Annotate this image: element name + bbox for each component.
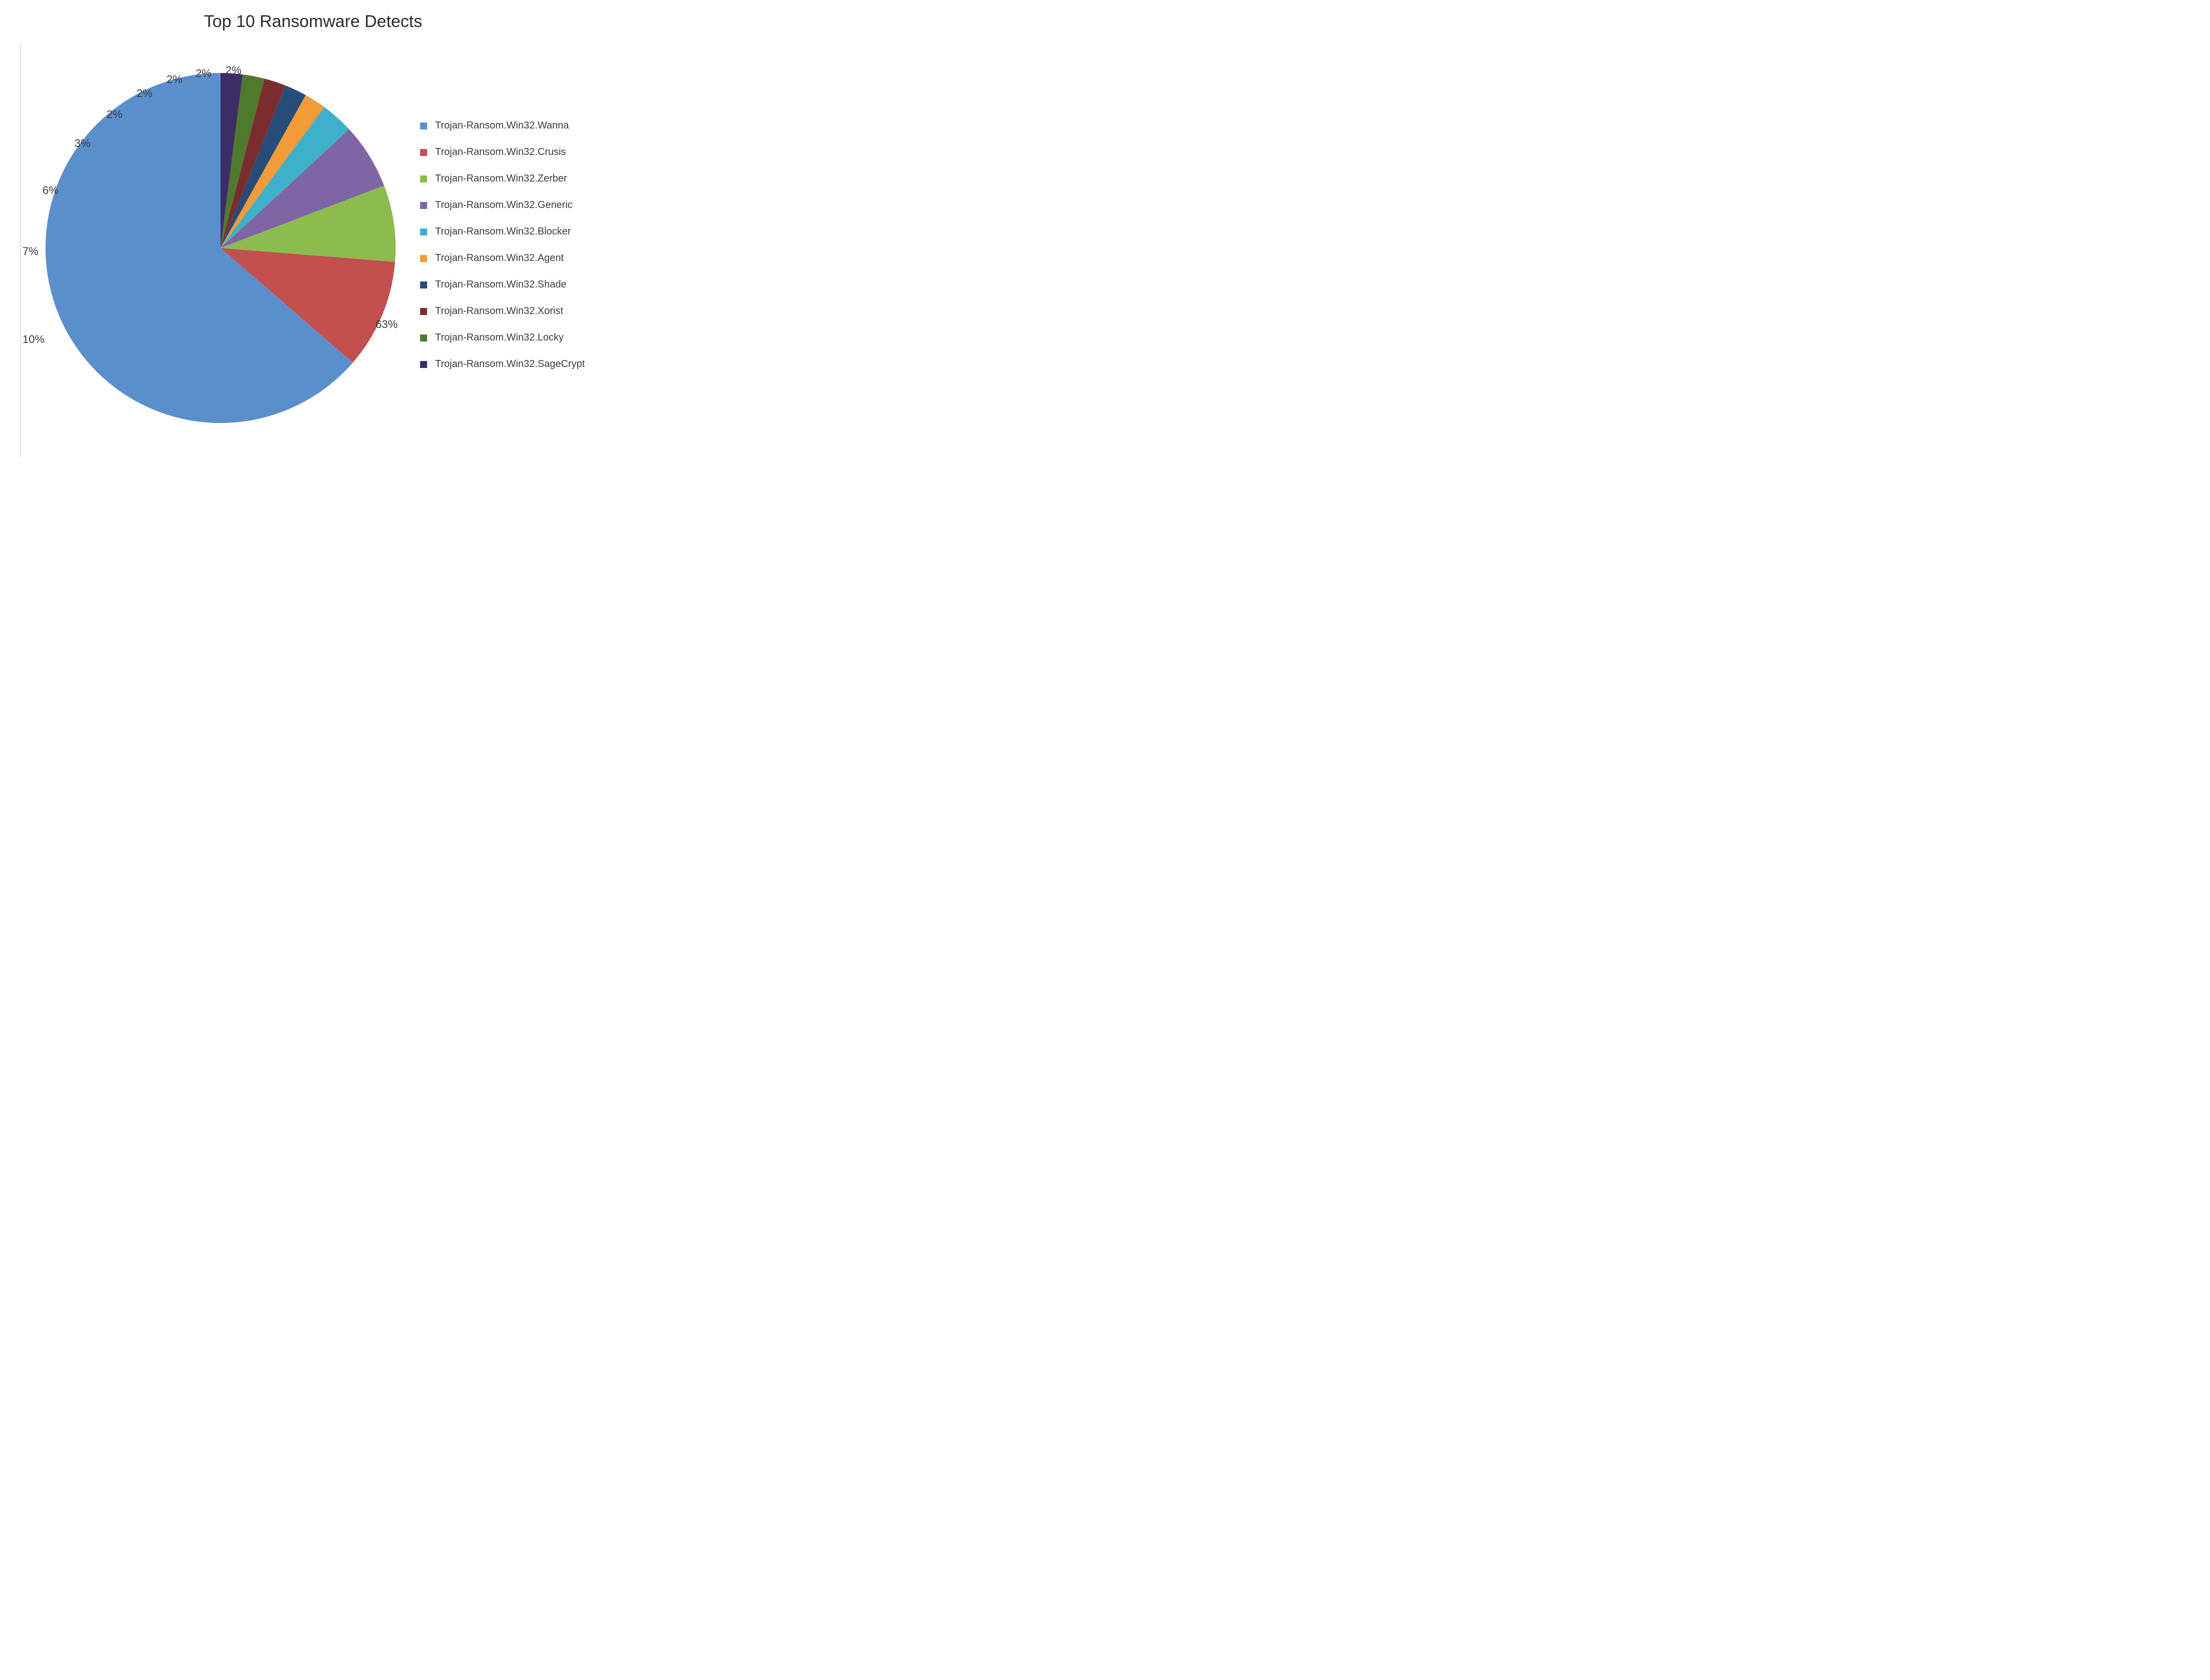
legend-swatch [420, 202, 427, 209]
slice-percent-label: 63% [376, 318, 398, 331]
legend-label: Trojan-Ransom.Win32.Crusis [435, 146, 566, 158]
legend-item: Trojan-Ransom.Win32.Zerber [420, 173, 620, 184]
legend-swatch [420, 282, 427, 288]
slice-percent-label: 2% [107, 108, 123, 121]
legend-label: Trojan-Ransom.Win32.Xorist [435, 306, 563, 317]
chart-title: Top 10 Ransomware Detects [0, 12, 626, 32]
slice-percent-label: 6% [43, 184, 59, 197]
legend-swatch [420, 334, 427, 342]
slice-percent-label: 7% [23, 245, 39, 258]
legend: Trojan-Ransom.Win32.Wanna Trojan-Ransom.W… [420, 120, 620, 385]
legend-label: Trojan-Ransom.Win32.Shade [435, 279, 567, 290]
legend-item: Trojan-Ransom.Win32.Blocker [420, 226, 620, 238]
legend-swatch [420, 176, 427, 182]
slice-percent-label: 2% [226, 64, 242, 77]
pie-svg [46, 63, 396, 443]
legend-item: Trojan-Ransom.Win32.Xorist [420, 306, 620, 317]
pie-chart: Top 10 Ransomware Detects 63% 10% 7% 6% 3% 2%… [0, 0, 626, 476]
legend-label: Trojan-Ransom.Win32.Zerber [435, 173, 567, 184]
slice-percent-label: 10% [23, 333, 45, 346]
slice-percent-label: 2% [137, 87, 153, 100]
slice-percent-label: 2% [167, 73, 183, 86]
legend-swatch [420, 255, 427, 262]
legend-item: Trojan-Ransom.Win32.SageCrypt [420, 358, 620, 370]
legend-swatch [420, 149, 427, 156]
legend-label: Trojan-Ransom.Win32.Blocker [435, 226, 571, 238]
legend-item: Trojan-Ransom.Win32.Generic [420, 200, 620, 211]
legend-item: Trojan-Ransom.Win32.Wanna [420, 120, 620, 132]
legend-swatch [420, 308, 427, 315]
pie-plot-area: 63% 10% 7% 6% 3% 2% 2% 2% 2% 2% [20, 43, 406, 458]
legend-label: Trojan-Ransom.Win32.Agent [435, 252, 564, 264]
slice-percent-label: 2% [196, 67, 212, 80]
legend-item: Trojan-Ransom.Win32.Crusis [420, 146, 620, 158]
legend-swatch [420, 361, 427, 368]
legend-item: Trojan-Ransom.Win32.Locky [420, 332, 620, 344]
legend-item: Trojan-Ransom.Win32.Shade [420, 279, 620, 290]
legend-swatch [420, 228, 427, 236]
legend-label: Trojan-Ransom.Win32.Generic [435, 200, 573, 211]
slice-percent-label: 3% [75, 137, 91, 150]
legend-label: Trojan-Ransom.Win32.SageCrypt [435, 358, 585, 370]
legend-label: Trojan-Ransom.Win32.Wanna [435, 120, 569, 132]
legend-item: Trojan-Ransom.Win32.Agent [420, 252, 620, 264]
legend-label: Trojan-Ransom.Win32.Locky [435, 332, 564, 344]
legend-swatch [420, 122, 427, 130]
